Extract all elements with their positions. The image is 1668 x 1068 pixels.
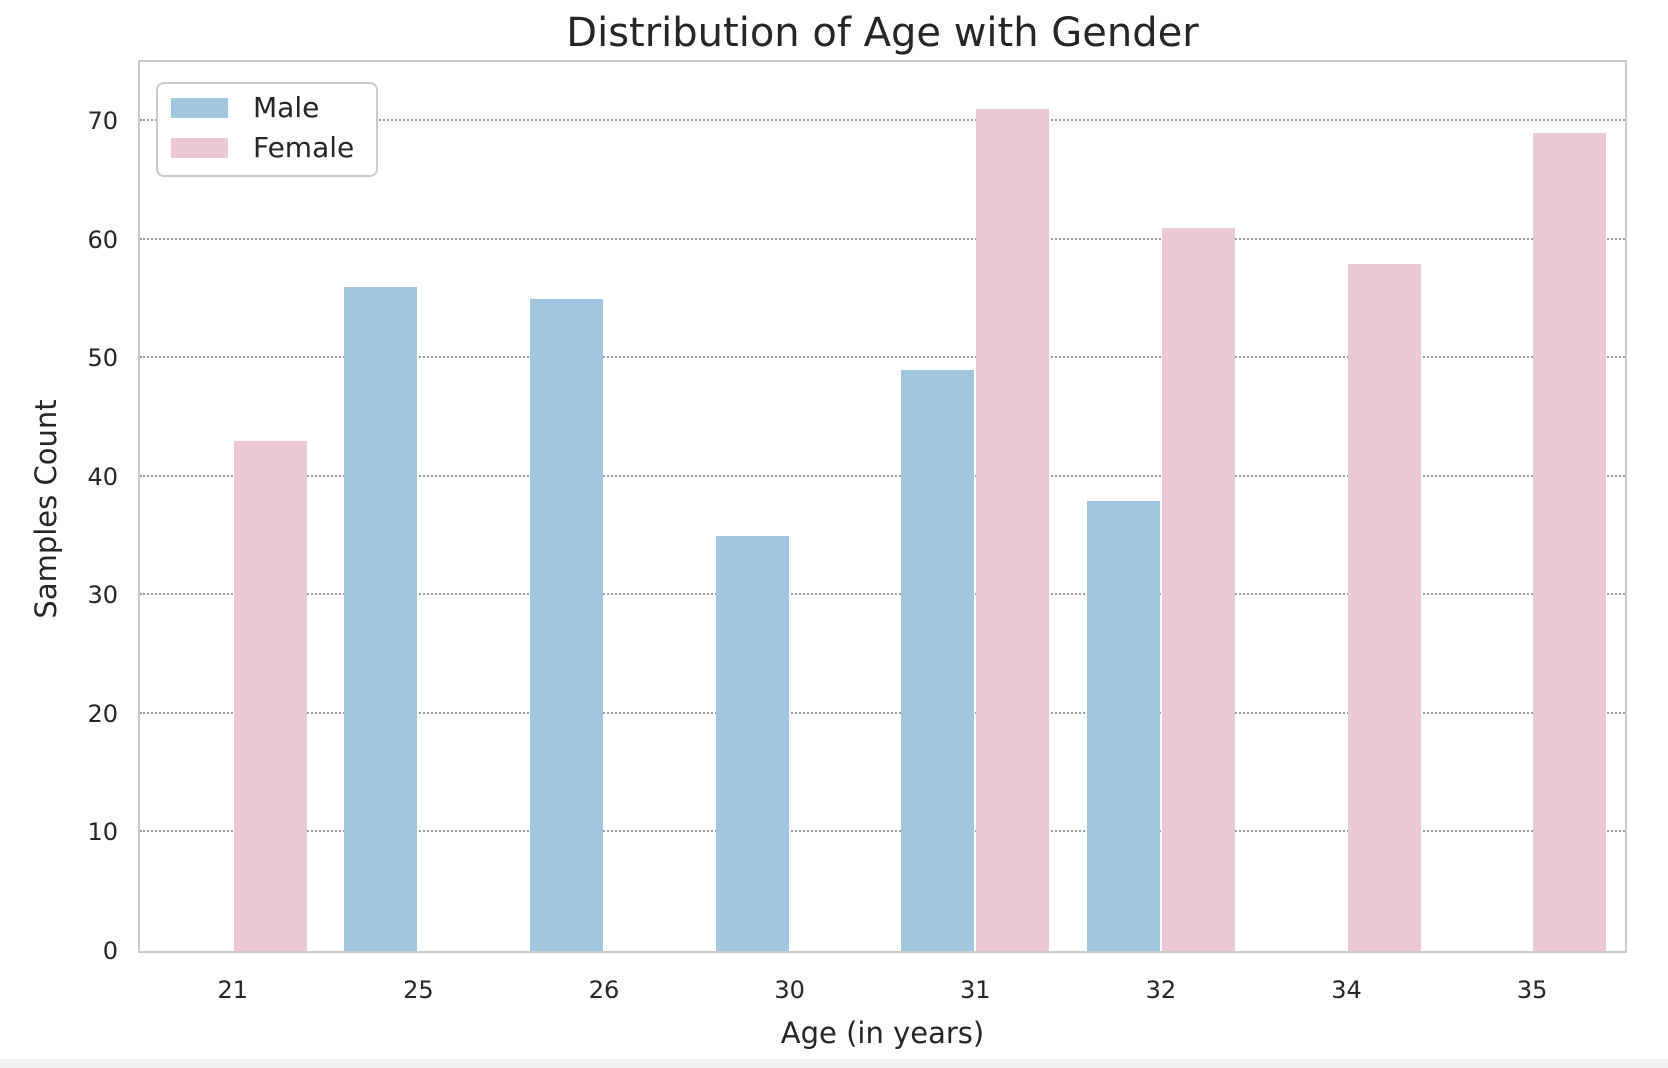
- bar-female-age-21: [233, 441, 307, 951]
- bar-male-age-31: [901, 370, 975, 951]
- male-color-swatch: [171, 98, 228, 119]
- x-tick-35: 35: [1516, 976, 1548, 1004]
- gridline-y-10: [140, 830, 1625, 833]
- bar-female-age-32: [1161, 227, 1235, 951]
- bar-female-age-31: [976, 109, 1050, 951]
- legend-entry-male: Male: [171, 91, 354, 124]
- x-tick-34: 34: [1331, 976, 1362, 1004]
- y-tick-50: 50: [87, 344, 118, 373]
- x-tick-31: 31: [960, 976, 991, 1004]
- gridline-y-60: [140, 237, 1625, 240]
- bar-male-age-30: [715, 536, 789, 951]
- y-tick-60: 60: [87, 225, 118, 254]
- x-tick-25: 25: [403, 976, 434, 1004]
- x-axis-label: Age (in years): [780, 1016, 985, 1050]
- x-tick-30: 30: [774, 976, 805, 1004]
- x-tick-21: 21: [217, 976, 249, 1004]
- plot-area: Male Female: [138, 60, 1627, 953]
- female-color-swatch: [171, 138, 228, 159]
- y-tick-10: 10: [87, 818, 118, 847]
- y-tick-30: 30: [87, 581, 118, 610]
- gridline-y-40: [140, 474, 1625, 477]
- bar-male-age-32: [1086, 500, 1160, 951]
- y-tick-40: 40: [87, 462, 118, 491]
- legend-entry-female: Female: [171, 130, 355, 164]
- bottom-edge-strip: [0, 1059, 1668, 1068]
- y-axis-label: Samples Count: [29, 399, 63, 619]
- bar-male-age-26: [530, 299, 604, 951]
- x-tick-26: 26: [588, 976, 620, 1004]
- gridline-y-50: [140, 356, 1625, 359]
- y-tick-70: 70: [87, 107, 118, 136]
- y-tick-0: 0: [102, 937, 118, 965]
- legend-label-male: Male: [253, 91, 320, 124]
- gridline-y-20: [140, 711, 1625, 714]
- gridline-y-30: [140, 593, 1625, 596]
- bar-female-age-35: [1533, 133, 1607, 951]
- y-tick-20: 20: [87, 699, 118, 728]
- bar-female-age-34: [1347, 263, 1421, 951]
- legend: Male Female: [156, 82, 379, 177]
- gridline-y-70: [140, 119, 1625, 122]
- bar-male-age-25: [344, 287, 418, 951]
- legend-label-female: Female: [253, 130, 355, 164]
- x-tick-32: 32: [1145, 976, 1177, 1004]
- chart-title: Distribution of Age with Gender: [566, 10, 1199, 56]
